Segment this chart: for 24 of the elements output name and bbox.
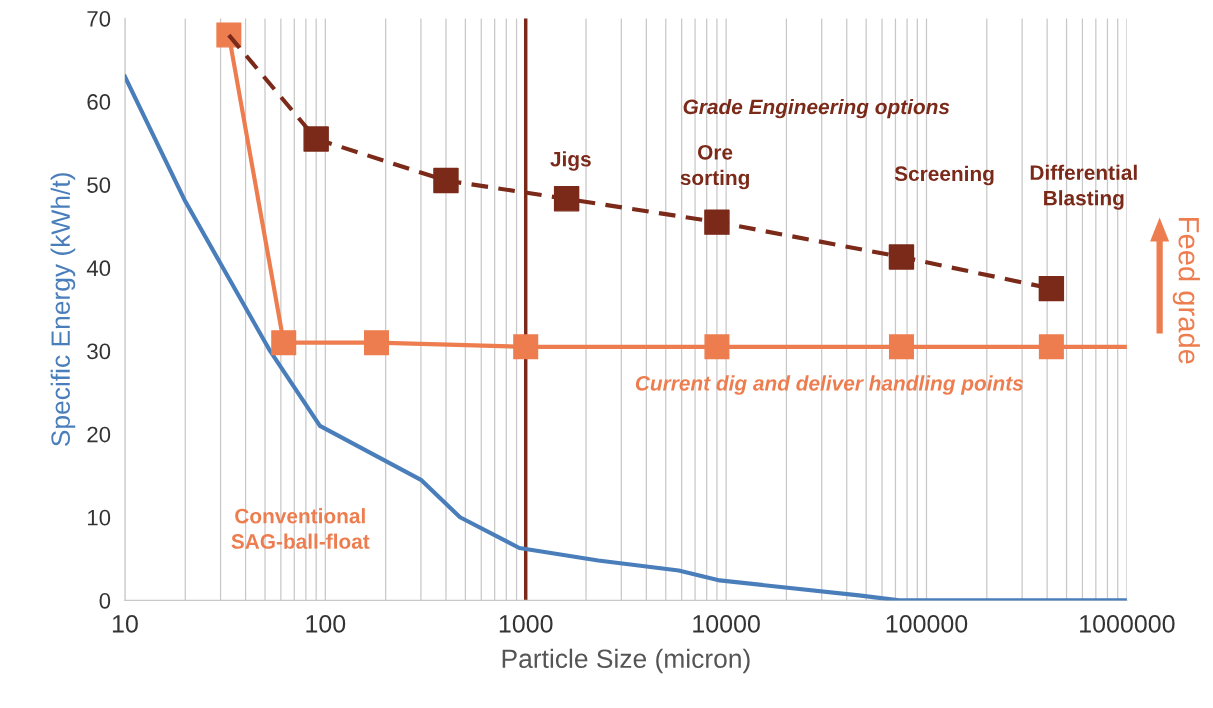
y-tick-label: 10 [88, 509, 111, 526]
x-tick-label: 100000 [886, 614, 968, 633]
annotation: Grade Engineering options [683, 98, 950, 119]
y-axis-title: Specific Energy (kWh/t) [50, 173, 76, 447]
y-tick-label: 70 [87, 10, 111, 27]
x-tick-label: 1000 [499, 614, 553, 633]
annotation: Ore sorting [680, 144, 749, 190]
annotation: Screening [894, 165, 994, 186]
x-tick-label: 10 [112, 614, 138, 633]
annotation: Conventional SAG-ball-float [231, 508, 370, 549]
annotation: Current dig and deliver handling points [635, 375, 1024, 395]
x-axis-title: Particle Size (micron) [502, 648, 750, 674]
x-tick-label: 100 [306, 614, 346, 633]
y-tick-label: 40 [86, 260, 111, 277]
annotation: Jigs [550, 151, 591, 171]
text: Feed grade [1172, 218, 1200, 364]
y-tick-label: 0 [99, 592, 111, 609]
x-tick-label: 1000000 [1080, 614, 1175, 633]
y-tick-label: 30 [87, 343, 111, 360]
x-tick-label: 10000 [693, 614, 760, 633]
y-tick-label: 50 [87, 177, 111, 193]
y-tick-label: 20 [87, 426, 111, 443]
annotation: Differential Blasting [1030, 164, 1137, 210]
y-tick-label: 60 [87, 94, 111, 110]
